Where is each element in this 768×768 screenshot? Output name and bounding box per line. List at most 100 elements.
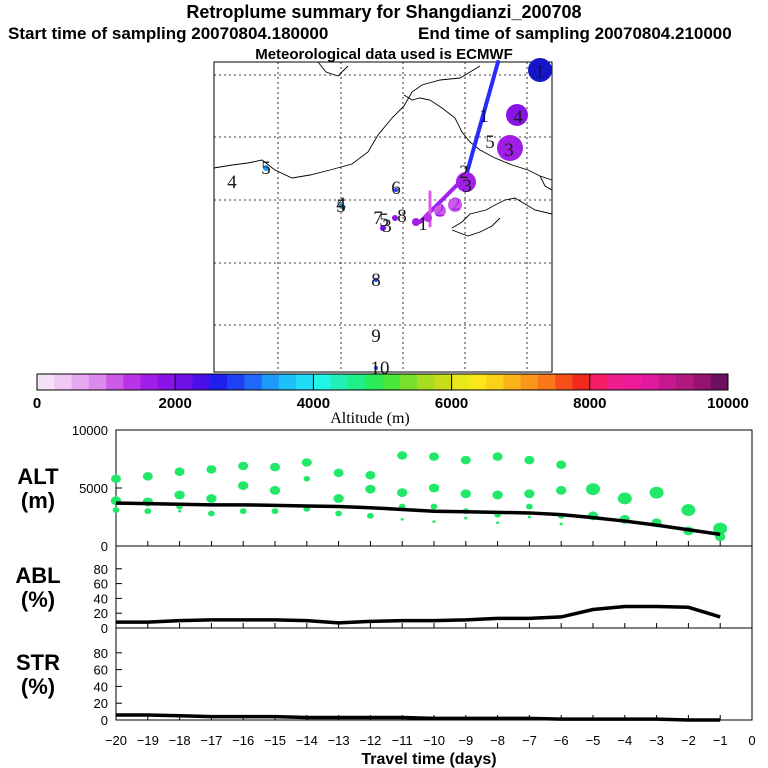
- colorbar-swatch: [382, 374, 401, 390]
- altitude-cluster-dot: [460, 455, 471, 465]
- x-tick-label: −15: [264, 733, 286, 748]
- colorbar-swatch: [658, 374, 677, 390]
- colorbar-ticks: 0 2000 4000 6000 8000 10000: [33, 395, 749, 412]
- x-tick-label: −4: [617, 733, 632, 748]
- map-day-label: 6: [391, 178, 401, 199]
- colorbar-swatch: [192, 374, 211, 390]
- x-tick-label: −1: [713, 733, 728, 748]
- map-day-label: 1: [418, 214, 428, 235]
- colorbar-swatch: [417, 374, 435, 390]
- colorbar-swatch: [399, 374, 418, 390]
- sampling-start-label: Start time of sampling 20070804.180000: [8, 24, 329, 43]
- map-day-label: 3: [382, 216, 392, 237]
- colorbar-tick-label: 0: [33, 395, 41, 412]
- x-tick-label: −3: [649, 733, 664, 748]
- map-day-label: 5: [261, 158, 271, 179]
- altitude-cluster-dot: [206, 465, 217, 474]
- altitude-cluster-dot: [429, 452, 439, 461]
- colorbar-swatch: [710, 374, 729, 390]
- altitude-cluster-dot: [559, 522, 563, 526]
- colorbar-swatch: [227, 374, 245, 390]
- x-tick-label: −7: [522, 733, 537, 748]
- altitude-cluster-dot: [432, 520, 436, 523]
- track-circle: [339, 203, 345, 209]
- altitude-cluster-dot: [492, 452, 503, 461]
- x-axis-label: Travel time (days): [361, 751, 496, 768]
- coastline: [213, 65, 481, 179]
- panel-ylabel: ABL: [15, 563, 60, 588]
- altitude-cluster-dot: [713, 522, 728, 535]
- altitude-cluster-dot: [586, 483, 600, 496]
- figure-title: Retroplume summary for Shangdianzi_20070…: [186, 2, 582, 22]
- track-circle: [434, 205, 446, 217]
- altitude-cluster-dot: [556, 485, 567, 495]
- map-day-label: 5: [379, 210, 389, 231]
- x-tick-label: −14: [296, 733, 318, 748]
- colorbar-swatch: [37, 374, 55, 390]
- colorbar-frame: [36, 373, 729, 391]
- panel-frame: [115, 627, 753, 721]
- colorbar-swatch: [434, 374, 453, 390]
- met-data-label: Meteorological data used is ECMWF: [255, 46, 513, 63]
- map-day-label: 2: [451, 194, 461, 215]
- altitude-cluster-dot: [335, 510, 342, 517]
- colorbar-swatch: [607, 374, 625, 390]
- panel-frame: [115, 545, 753, 629]
- x-tick-label: −16: [232, 733, 254, 748]
- colorbar-swatch: [330, 374, 349, 390]
- x-tick-label: −20: [105, 733, 127, 748]
- track-circle: [497, 135, 523, 161]
- sampling-end-label: End time of sampling 20070804.210000: [418, 24, 732, 43]
- y-tick-label: 0: [101, 621, 108, 636]
- y-tick-label: 10000: [72, 423, 108, 438]
- altitude-cluster-dot: [208, 510, 215, 517]
- x-tick-label: −11: [392, 733, 413, 748]
- colorbar-swatch: [624, 374, 643, 390]
- map-day-label: 2: [435, 200, 445, 221]
- altitude-cluster-dot: [238, 461, 249, 471]
- colorbar-swatch: [296, 374, 314, 390]
- y-tick-label: 60: [94, 663, 108, 678]
- map-day-label: 7: [373, 208, 383, 229]
- map-day-label: 8: [371, 270, 381, 291]
- panel-ylabel-unit: (%): [21, 587, 55, 612]
- series-line-abl: [116, 604, 721, 625]
- map-day-label: 4: [513, 107, 523, 128]
- colorbar-swatch: [486, 374, 504, 390]
- y-tick-label: 40: [94, 679, 108, 694]
- y-tick-label: 20: [94, 696, 108, 711]
- x-tick-label: −5: [586, 733, 601, 748]
- x-tick-label: −8: [490, 733, 505, 748]
- colorbar-tick-label: 8000: [573, 395, 606, 412]
- map-day-label: 4: [227, 172, 237, 193]
- panel-ylabel: STR: [16, 650, 60, 675]
- track-circle: [448, 198, 462, 212]
- altitude-cluster-dot: [397, 451, 408, 460]
- altitude-cluster-dot: [142, 472, 153, 481]
- x-tick-label: −9: [458, 733, 473, 748]
- colorbar-swatch: [572, 374, 591, 390]
- colorbar-swatch: [676, 374, 694, 390]
- coastline: [539, 175, 553, 191]
- panel-ylabel: ALT: [17, 464, 59, 489]
- altitude-cluster-dot: [430, 503, 438, 510]
- colorbar-swatch: [106, 374, 124, 390]
- altitude-cluster-dot: [556, 460, 567, 470]
- colorbar-swatch: [175, 374, 193, 390]
- x-tick-label: −10: [423, 733, 445, 748]
- altitude-cluster-dot: [271, 508, 279, 515]
- altitude-colorbar: 0 2000 4000 6000 8000 10000 Altitude (m): [33, 373, 749, 427]
- altitude-cluster-dot: [270, 462, 280, 472]
- track-circle: [392, 215, 398, 221]
- altitude-cluster-dot: [111, 474, 121, 483]
- series-line-str: [116, 713, 721, 722]
- y-tick-label: 40: [94, 591, 108, 606]
- series-line-alt: [115, 501, 721, 537]
- map-day-label: 9: [371, 326, 381, 347]
- trajectory-circles: [263, 58, 552, 370]
- map-day-label: 4: [336, 194, 346, 215]
- x-tick-label: 0: [748, 733, 755, 748]
- colorbar-swatch: [347, 374, 366, 390]
